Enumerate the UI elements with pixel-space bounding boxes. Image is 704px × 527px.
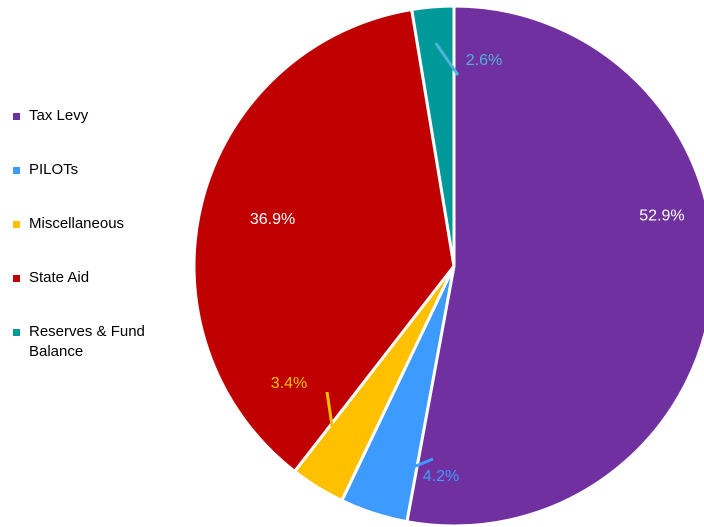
leader-line-miscellaneous	[325, 391, 339, 457]
pie-slice-state-aid	[192, 7, 456, 473]
legend: Tax Levy PILOTs Miscellaneous State Aid …	[13, 106, 188, 362]
legend-label-reserves-fund-balance: Reserves & Fund Balance	[29, 323, 145, 360]
legend-swatch-miscellaneous	[13, 221, 20, 228]
leader-line-pilots	[384, 457, 434, 481]
legend-item-reserves-fund-balance: Reserves & Fund Balance	[13, 322, 188, 362]
legend-item-miscellaneous: Miscellaneous	[13, 214, 188, 234]
legend-item-pilots: PILOTs	[13, 160, 188, 180]
legend-label-pilots: PILOTs	[29, 161, 79, 178]
data-label-state-aid: 36.9%	[250, 211, 295, 228]
legend-swatch-state-aid	[13, 275, 20, 282]
legend-label-state-aid: State Aid	[29, 269, 90, 286]
legend-swatch-reserves-fund-balance	[13, 329, 20, 336]
leader-line-reserves-fund-balance	[434, 42, 460, 76]
pie-slices	[192, 4, 704, 527]
data-labels: 52.9% 4.2% 3.4% 36.9% 2.6%	[250, 52, 685, 485]
leader-lines	[325, 42, 460, 481]
legend-item-state-aid: State Aid	[13, 268, 188, 288]
data-label-reserves-fund-balance: 2.6%	[466, 52, 502, 69]
legend-label-miscellaneous: Miscellaneous	[29, 215, 125, 232]
data-label-pilots: 4.2%	[423, 468, 459, 485]
legend-swatch-pilots	[13, 167, 20, 174]
legend-item-tax-levy: Tax Levy	[13, 106, 188, 126]
pie-slice-reserves-fund-balance	[410, 4, 456, 268]
data-label-miscellaneous: 3.4%	[271, 375, 307, 392]
legend-swatch-tax-levy	[13, 113, 20, 120]
data-label-tax-levy: 52.9%	[639, 208, 684, 225]
legend-label-tax-levy: Tax Levy	[29, 107, 89, 124]
pie-slice-tax-levy	[405, 4, 704, 527]
